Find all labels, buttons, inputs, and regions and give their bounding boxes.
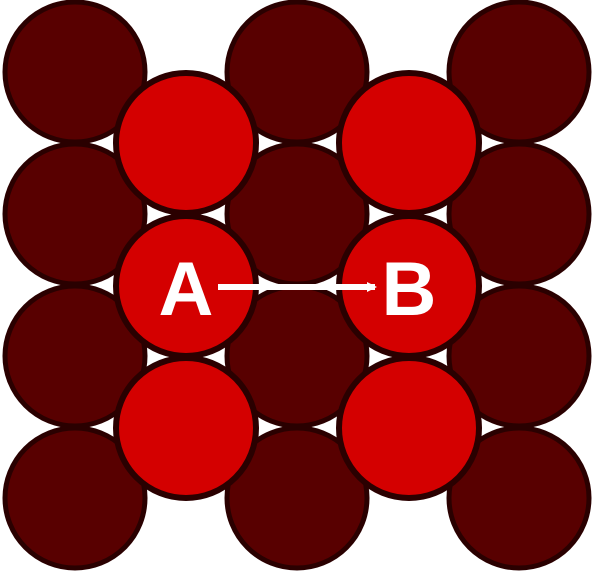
adatom: [336, 70, 482, 216]
adatom: [113, 355, 259, 501]
substrate-atom: [2, 425, 148, 571]
substrate-atom: [446, 425, 592, 571]
site-a-label: A: [159, 247, 214, 332]
substrate-atom: [224, 425, 370, 571]
adatom: [113, 70, 259, 216]
site-b-label: B: [382, 247, 437, 332]
adatom: [336, 355, 482, 501]
